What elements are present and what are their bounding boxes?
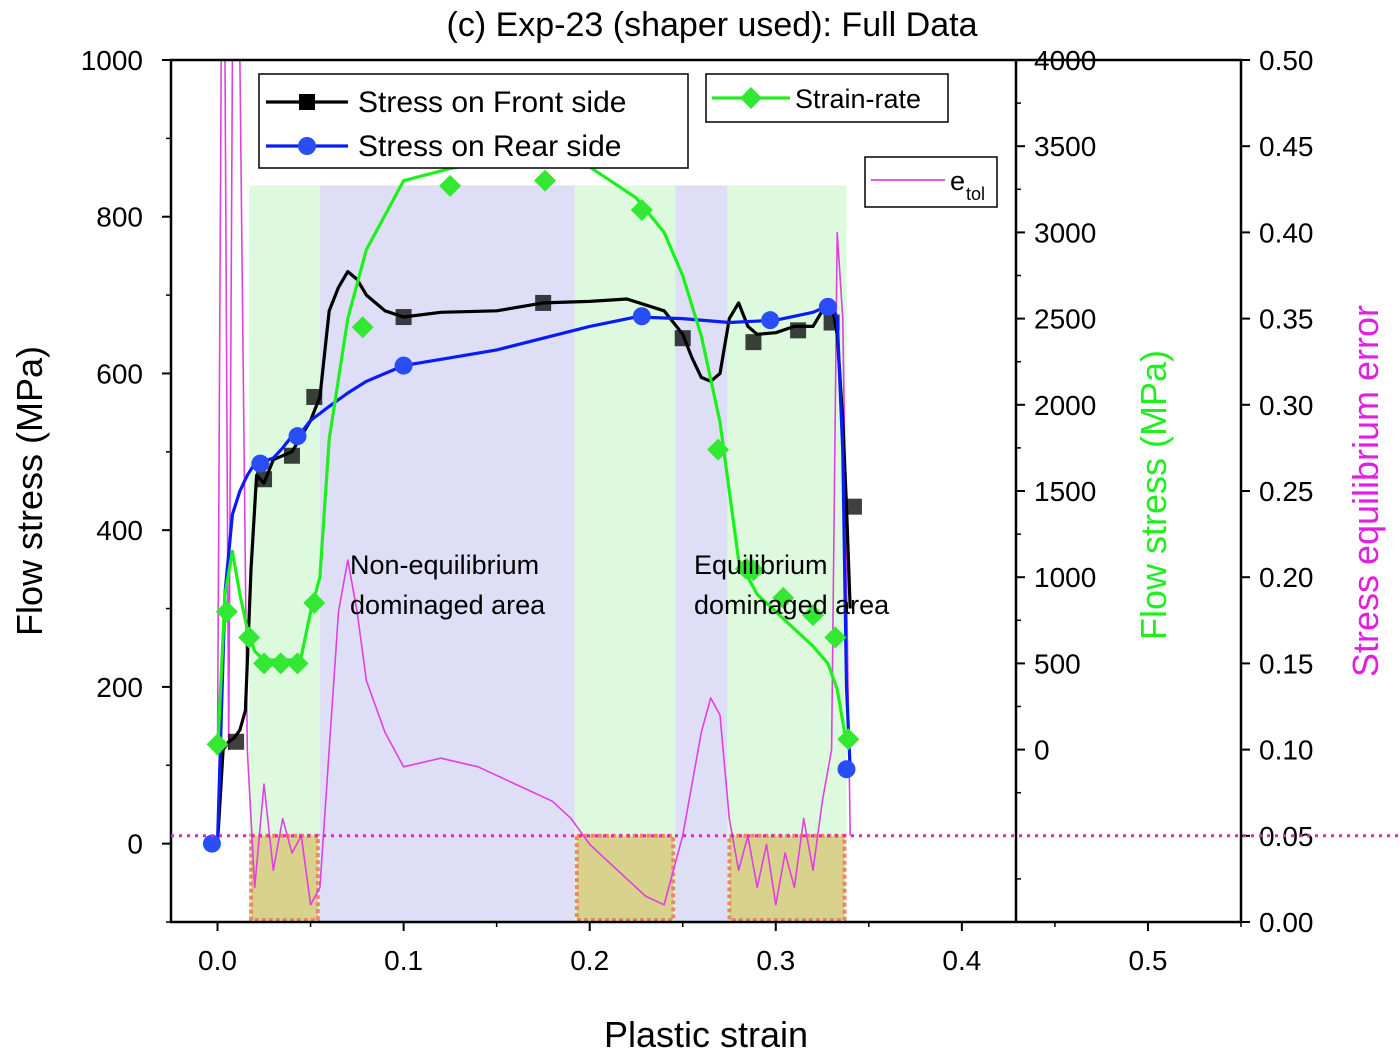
x-tick-label-0: 0.0 bbox=[198, 945, 237, 976]
strain-rate-marker-13 bbox=[742, 559, 765, 582]
region-error-box-0 bbox=[249, 833, 320, 922]
series-line-1 bbox=[211, 302, 852, 846]
y3-tick-label-8: 0.40 bbox=[1259, 217, 1314, 248]
y2-tick-label-3: 1500 bbox=[1034, 476, 1096, 507]
strain-rate-marker-9 bbox=[534, 169, 557, 192]
x-tick-label-3: 0.3 bbox=[756, 945, 795, 976]
legend-etol-label: e bbox=[950, 166, 965, 196]
rear-stress-marker-4 bbox=[632, 307, 651, 326]
annotation-layer: Non-equilibrium dominaged area Equilibrium… bbox=[171, 550, 1400, 838]
front-stress-marker-4 bbox=[395, 309, 412, 326]
y2-tick-label-5: 2500 bbox=[1034, 304, 1096, 335]
y3-tick-label-10: 0.50 bbox=[1259, 45, 1314, 76]
strain-rate-marker-2 bbox=[238, 626, 261, 649]
strain-rate-marker-0 bbox=[206, 733, 229, 756]
annotation-line1-0: Non-equilibrium bbox=[350, 550, 539, 580]
y-axis-label: Flow stress (MPa) bbox=[9, 346, 50, 636]
y3-tick-label-3: 0.15 bbox=[1259, 648, 1314, 679]
y-tick-label-2: 400 bbox=[96, 515, 143, 546]
y2-tick-label-4: 2000 bbox=[1034, 390, 1096, 421]
front-stress-marker-2 bbox=[283, 447, 300, 464]
rear-stress-marker-7 bbox=[837, 760, 856, 779]
rear-stress-marker-3 bbox=[394, 356, 413, 375]
axes-layer: 0.0 0.1 0.2 0.3 0.4 0.50200400600800100005001… bbox=[9, 45, 1386, 1055]
y-tick-label-4: 800 bbox=[96, 202, 143, 233]
x-tick-label-1: 0.1 bbox=[384, 945, 423, 976]
y2-tick-label-0: 0 bbox=[1034, 735, 1050, 766]
region-equilibrium-2 bbox=[574, 185, 676, 922]
y-tick-label-5: 1000 bbox=[81, 45, 143, 76]
strain-rate-marker-1 bbox=[215, 600, 238, 623]
chart-title: (c) Exp-23 (shaper used): Full Data bbox=[447, 6, 978, 44]
legend-box-stress bbox=[258, 73, 689, 169]
annotation-line2-0: dominaged area bbox=[350, 590, 546, 620]
front-stress-marker-7 bbox=[745, 334, 762, 351]
y2-tick-label-7: 3500 bbox=[1034, 131, 1096, 162]
region-equilibrium-0 bbox=[249, 185, 320, 922]
annotation-line1-1: Equilibrium bbox=[694, 550, 828, 580]
annotation-line2-1: dominaged area bbox=[694, 590, 890, 620]
strain-rate-marker-15 bbox=[802, 604, 824, 627]
y3-tick-label-6: 0.30 bbox=[1259, 390, 1314, 421]
front-stress-marker-6 bbox=[674, 330, 691, 347]
strain-rate-marker-3 bbox=[253, 652, 276, 675]
front-stress-marker-8 bbox=[790, 322, 807, 339]
strain-rate-marker-6 bbox=[303, 592, 326, 615]
y2-tick-label-2: 1000 bbox=[1034, 562, 1096, 593]
y3-tick-label-0: 0.00 bbox=[1259, 907, 1314, 938]
legend-strain-rate-label: Strain-rate bbox=[795, 84, 921, 114]
y3-tick-label-5: 0.25 bbox=[1259, 476, 1314, 507]
strain-rate-marker-10 bbox=[630, 198, 653, 221]
series-layer bbox=[202, 60, 862, 906]
y-tick-label-3: 600 bbox=[96, 358, 143, 389]
rear-stress-marker-1 bbox=[251, 454, 270, 473]
y2-tick-label-1: 500 bbox=[1034, 648, 1081, 679]
rear-stress-marker-2 bbox=[288, 427, 307, 446]
series-line-3 bbox=[216, 60, 851, 906]
front-stress-marker-1 bbox=[256, 471, 273, 488]
y-tick-label-0: 0 bbox=[127, 829, 143, 860]
strain-rate-marker-8 bbox=[439, 174, 462, 197]
front-stress-marker-0 bbox=[228, 733, 245, 750]
legend-box-etol bbox=[864, 156, 998, 208]
strain-rate-marker-7 bbox=[351, 316, 374, 339]
legend-front-marker bbox=[299, 94, 315, 110]
y3-tick-label-9: 0.45 bbox=[1259, 131, 1314, 162]
region-error-box-4 bbox=[727, 833, 847, 922]
front-stress-marker-3 bbox=[306, 388, 323, 405]
legend-rear-label: Stress on Rear side bbox=[358, 130, 621, 163]
legend-front-label: Stress on Front side bbox=[358, 86, 626, 119]
strain-rate-marker-14 bbox=[772, 586, 795, 609]
x-tick-label-5: 0.5 bbox=[1128, 945, 1167, 976]
legend-etol-subscript: tol bbox=[966, 184, 985, 204]
y-tick-label-1: 200 bbox=[96, 672, 143, 703]
strain-rate-marker-5 bbox=[286, 652, 309, 675]
x-tick-label-4: 0.4 bbox=[942, 945, 981, 976]
rear-stress-marker-6 bbox=[818, 297, 837, 316]
front-stress-marker-5 bbox=[535, 294, 552, 311]
y2-axis-label: Flow stress (MPa) bbox=[1133, 350, 1174, 640]
legend-rear-marker bbox=[298, 137, 316, 155]
rear-stress-marker-0 bbox=[202, 834, 221, 853]
legend-layer: Stress on Front side Stress on Rear side S… bbox=[258, 73, 998, 208]
strain-rate-marker-16 bbox=[824, 626, 847, 649]
rear-stress-marker-5 bbox=[761, 311, 780, 330]
y3-tick-label-2: 0.10 bbox=[1259, 735, 1314, 766]
y2-tick-label-6: 3000 bbox=[1034, 217, 1096, 248]
y2-tick-label-8: 4000 bbox=[1034, 45, 1096, 76]
y3-axis-label: Stress equilibrium error bbox=[1345, 305, 1386, 677]
y3-tick-label-4: 0.20 bbox=[1259, 562, 1314, 593]
x-tick-label-2: 0.2 bbox=[570, 945, 609, 976]
strain-rate-marker-11 bbox=[707, 438, 730, 461]
front-stress-marker-10 bbox=[845, 498, 862, 515]
region-non-equilibrium-1 bbox=[319, 185, 575, 922]
legend-strain-rate-marker bbox=[740, 87, 762, 109]
region-layer bbox=[249, 185, 847, 922]
region-non-equilibrium-3 bbox=[675, 185, 728, 922]
strain-rate-marker-4 bbox=[269, 652, 292, 675]
strain-rate-marker-17 bbox=[837, 728, 860, 751]
y3-tick-label-7: 0.35 bbox=[1259, 304, 1314, 335]
x-axis-label: Plastic strain bbox=[604, 1014, 808, 1055]
